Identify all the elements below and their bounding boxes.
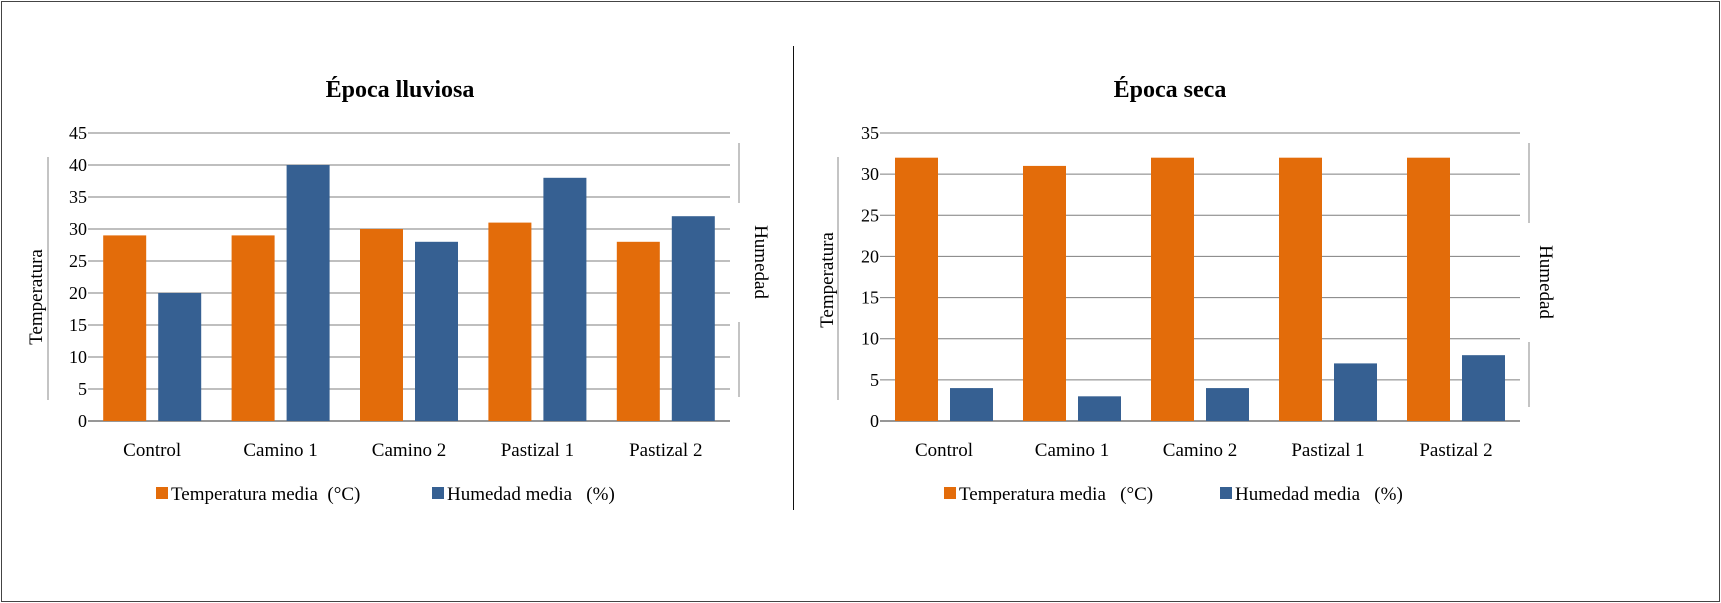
legend-swatch bbox=[1220, 487, 1232, 499]
y-axis-label: Temperatura bbox=[817, 232, 838, 328]
x-category-label: Camino 1 bbox=[243, 440, 317, 461]
temperature-bar bbox=[1279, 157, 1322, 421]
legend-label: Temperatura media (°C) bbox=[959, 484, 1153, 505]
x-category-label: Camino 2 bbox=[1163, 440, 1237, 461]
humidity-bar bbox=[158, 293, 202, 421]
y-tick-label: 15 bbox=[69, 315, 87, 335]
y-tick-label: 0 bbox=[870, 411, 879, 431]
x-category-label: Camino 1 bbox=[1035, 440, 1109, 461]
x-category-label: Camino 2 bbox=[372, 440, 446, 461]
y-tick-label: 20 bbox=[861, 246, 879, 266]
x-category-label: Control bbox=[915, 440, 973, 461]
y-tick-label: 10 bbox=[69, 347, 87, 367]
legend-swatch bbox=[432, 487, 444, 499]
x-category-label: Control bbox=[123, 440, 181, 461]
humidity-bar bbox=[543, 177, 587, 421]
humidity-bar bbox=[1334, 363, 1377, 421]
chart-title: Época seca bbox=[1114, 77, 1227, 103]
humidity-bar bbox=[1078, 396, 1121, 421]
temperature-bar bbox=[1151, 157, 1194, 421]
panel-divider bbox=[793, 46, 794, 510]
humidity-bar bbox=[950, 388, 993, 421]
y-axis-label: Temperatura bbox=[26, 249, 47, 345]
y-tick-label: 45 bbox=[69, 123, 87, 143]
x-category-label: Pastizal 2 bbox=[1419, 440, 1492, 461]
y2-axis-label: Humedad bbox=[1535, 245, 1556, 319]
legend-label: Humedad media (%) bbox=[1235, 484, 1403, 505]
x-category-label: Pastizal 1 bbox=[1291, 440, 1364, 461]
y-tick-label: 0 bbox=[78, 411, 87, 431]
humidity-bar bbox=[1206, 388, 1249, 421]
legend-label: Humedad media (%) bbox=[447, 484, 615, 505]
humidity-bar bbox=[1462, 355, 1505, 421]
humidity-bar bbox=[671, 216, 715, 421]
temperature-bar bbox=[360, 229, 403, 421]
y-tick-label: 35 bbox=[69, 187, 87, 207]
temperature-bar bbox=[1407, 157, 1450, 421]
legend-swatch bbox=[156, 487, 168, 499]
temperature-bar bbox=[1023, 165, 1066, 421]
humidity-bar bbox=[415, 241, 458, 421]
y-tick-label: 30 bbox=[69, 219, 87, 239]
temperature-bar bbox=[616, 241, 660, 421]
temperature-bar bbox=[103, 235, 147, 421]
y-tick-label: 20 bbox=[69, 283, 87, 303]
temperature-bar bbox=[895, 157, 938, 421]
x-category-label: Pastizal 1 bbox=[501, 440, 574, 461]
chart-title: Época lluviosa bbox=[326, 77, 475, 103]
y-tick-label: 25 bbox=[69, 251, 87, 271]
y-tick-label: 5 bbox=[870, 370, 879, 390]
temperature-bar bbox=[488, 222, 532, 421]
x-category-label: Pastizal 2 bbox=[629, 440, 702, 461]
y-tick-label: 5 bbox=[78, 379, 87, 399]
legend-label: Temperatura media (°C) bbox=[171, 484, 360, 505]
y-tick-label: 15 bbox=[861, 288, 879, 308]
temperature-bar bbox=[231, 235, 275, 421]
humidity-bar bbox=[286, 165, 330, 421]
y2-axis-label: Humedad bbox=[750, 225, 771, 299]
y-tick-label: 40 bbox=[69, 155, 87, 175]
y-tick-label: 10 bbox=[861, 329, 879, 349]
legend-swatch bbox=[944, 487, 956, 499]
y-tick-label: 35 bbox=[861, 123, 879, 143]
y-tick-label: 25 bbox=[861, 205, 879, 225]
y-tick-label: 30 bbox=[861, 164, 879, 184]
